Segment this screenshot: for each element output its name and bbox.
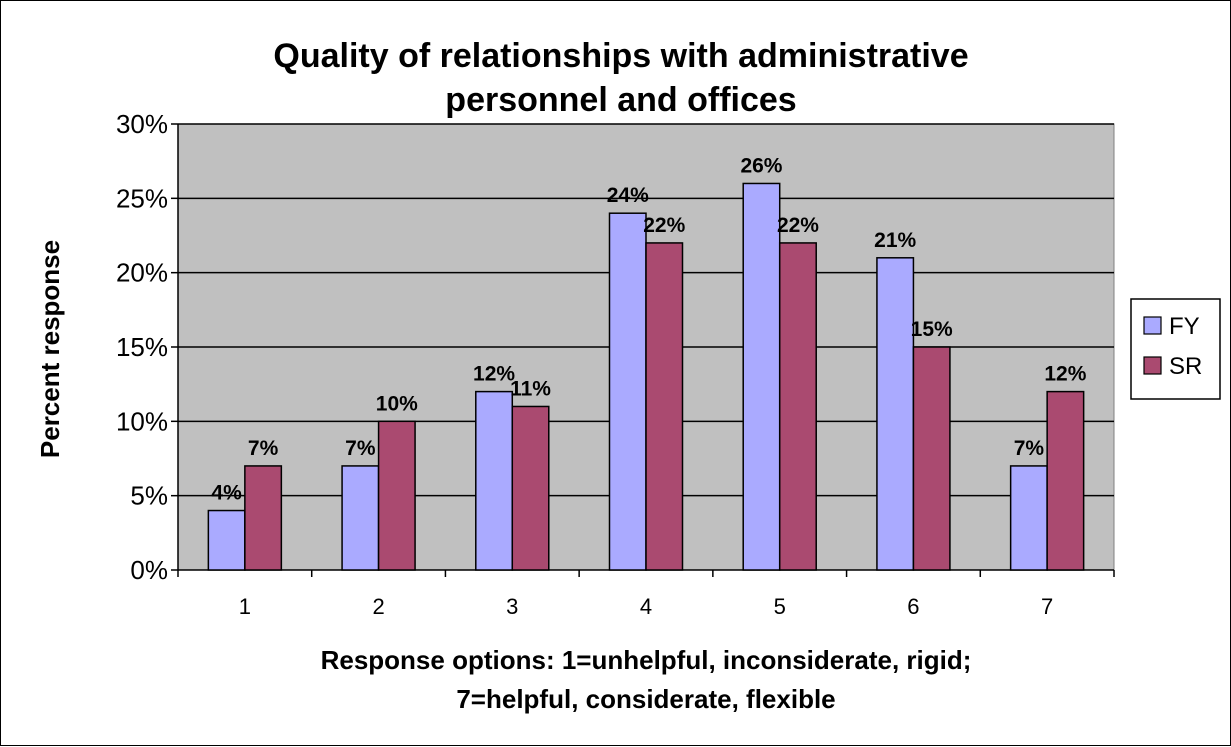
data-label-sr-5: 22%: [777, 214, 819, 237]
x-tick-label-6: 6: [907, 594, 919, 619]
data-label-sr-4: 22%: [643, 214, 685, 237]
y-tick-label-0: 0%: [130, 555, 168, 585]
bar-sr-4: [645, 242, 684, 571]
bar-fy-1: [207, 509, 246, 571]
bar-fy-3: [475, 390, 514, 571]
bar-sr-2: [377, 420, 416, 571]
legend-label-fy: FY: [1169, 313, 1200, 340]
x-tick-label-5: 5: [774, 594, 786, 619]
bar-sr-7: [1046, 390, 1085, 571]
bar-sr-5: [778, 242, 817, 571]
y-tick-label-3: 15%: [116, 332, 168, 362]
legend-swatch-sr: [1143, 356, 1162, 375]
y-tick-label-4: 20%: [116, 258, 168, 288]
bar-fy-5: [742, 182, 781, 571]
data-label-fy-7: 7%: [1014, 437, 1045, 460]
legend-label-sr: SR: [1169, 353, 1202, 380]
x-tick-label-4: 4: [640, 594, 652, 619]
data-label-fy-2: 7%: [345, 437, 376, 460]
data-label-sr-6: 15%: [911, 318, 953, 341]
bar-sr-3: [511, 405, 550, 571]
x-axis-title-line-1: Response options: 1=unhelpful, inconside…: [321, 645, 972, 675]
data-label-fy-3: 12%: [473, 363, 515, 386]
bar-fy-6: [876, 257, 915, 571]
legend-box: [1130, 298, 1221, 400]
y-axis-title: Percent response: [35, 240, 65, 458]
data-label-sr-3: 11%: [510, 377, 551, 400]
x-tick-label-1: 1: [239, 594, 251, 619]
bar-fy-2: [341, 465, 380, 571]
y-tick-label-2: 10%: [116, 406, 168, 436]
x-tick-label-3: 3: [506, 594, 518, 619]
y-tick-label-1: 5%: [130, 481, 168, 511]
data-label-fy-4: 24%: [607, 184, 649, 207]
data-label-fy-5: 26%: [740, 154, 782, 177]
data-label-sr-1: 7%: [248, 437, 279, 460]
bar-sr-6: [912, 346, 951, 571]
data-label-fy-6: 21%: [874, 229, 916, 252]
bar-fy-4: [608, 212, 647, 571]
data-label-sr-7: 12%: [1044, 363, 1086, 386]
x-tick-label-7: 7: [1041, 594, 1053, 619]
chart-title-line-2: personnel and offices: [445, 81, 796, 119]
bar-fy-7: [1009, 465, 1048, 571]
y-tick-label-5: 25%: [116, 183, 168, 213]
x-axis-title-line-2: 7=helpful, considerate, flexible: [456, 684, 835, 714]
legend-swatch-fy: [1143, 316, 1162, 335]
chart-title-line-1: Quality of relationships with administra…: [273, 37, 968, 75]
data-label-sr-2: 10%: [376, 392, 418, 415]
data-label-fy-1: 4%: [211, 482, 242, 505]
y-tick-label-6: 30%: [116, 109, 168, 139]
x-tick-label-2: 2: [372, 594, 384, 619]
bar-sr-1: [244, 465, 283, 571]
